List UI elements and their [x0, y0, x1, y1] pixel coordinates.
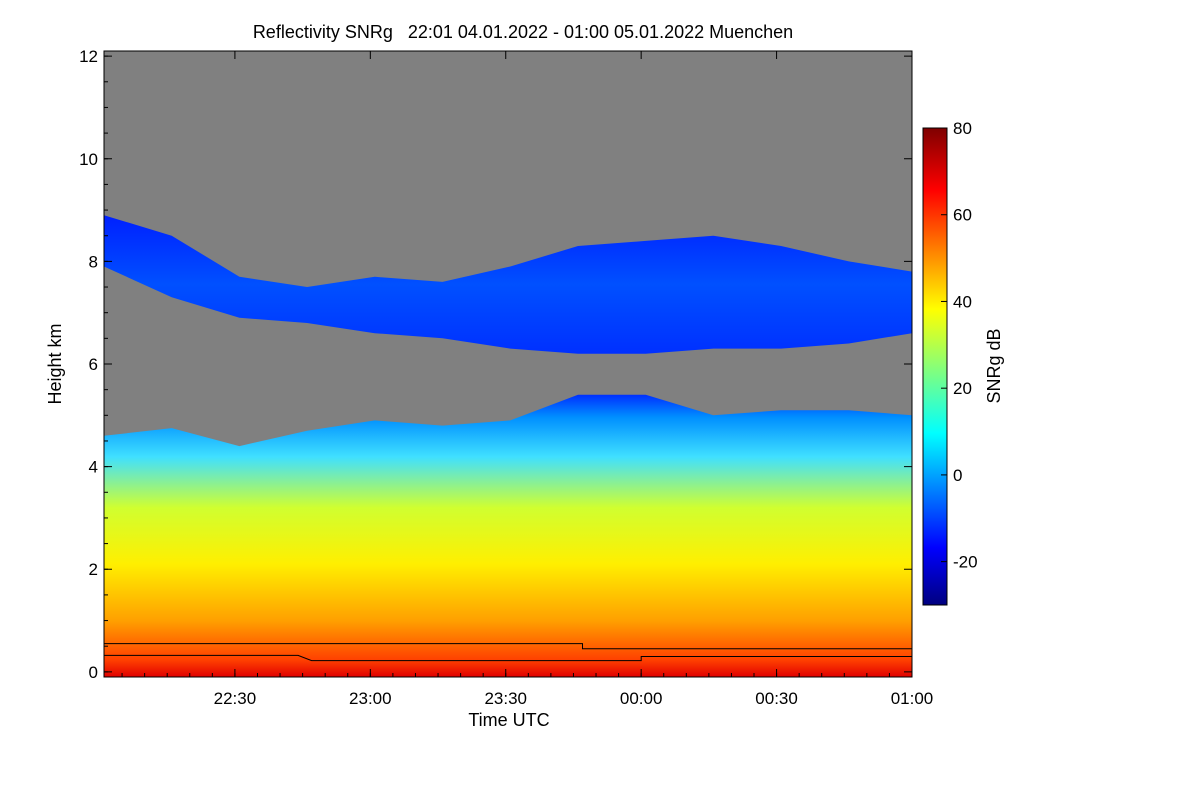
- colorbar-tick-label: 80: [953, 119, 972, 138]
- x-axis: 22:30 23:00 23:30 00:00 00:30 01:00: [121, 51, 934, 708]
- lower-echo-layer: [104, 394, 912, 677]
- y-tick-label: 12: [79, 47, 98, 66]
- x-tick-label: 01:00: [891, 689, 934, 708]
- colorbar-tick-label: -20: [953, 553, 978, 572]
- y-axis-label: Height km: [45, 323, 65, 404]
- colorbar-ticks: -20 0 20 40 60 80: [941, 119, 978, 572]
- x-tick-label: 00:00: [620, 689, 663, 708]
- x-tick-label: 23:30: [484, 689, 527, 708]
- y-tick-label: 4: [89, 458, 98, 477]
- x-tick-label: 00:30: [755, 689, 798, 708]
- x-tick-label: 22:30: [214, 689, 257, 708]
- chart-title: Reflectivity SNRg 22:01 04.01.2022 - 01:…: [253, 22, 793, 42]
- y-tick-label: 10: [79, 150, 98, 169]
- upper-echo-layer: [104, 215, 912, 354]
- colorbar: -20 0 20 40 60 80 SNRg dB: [922, 119, 1004, 606]
- colorbar-gradient: [922, 127, 948, 606]
- y-tick-label: 8: [89, 252, 98, 271]
- y-tick-label: 2: [89, 560, 98, 579]
- y-tick-label: 0: [89, 663, 98, 682]
- x-tick-label: 23:00: [349, 689, 392, 708]
- colorbar-tick-label: 60: [953, 206, 972, 225]
- colorbar-label: SNRg dB: [984, 328, 1004, 403]
- x-axis-label: Time UTC: [468, 710, 549, 730]
- lower-step-line: [104, 654, 912, 662]
- y-tick-label: 6: [89, 355, 98, 374]
- upper-step-line: [104, 643, 912, 650]
- y-axis: 0 2 4 6 8 10 12: [79, 47, 912, 682]
- plot-area: [104, 51, 912, 677]
- colorbar-tick-label: 0: [953, 466, 962, 485]
- colorbar-tick-label: 40: [953, 292, 972, 311]
- colorbar-tick-label: 20: [953, 379, 972, 398]
